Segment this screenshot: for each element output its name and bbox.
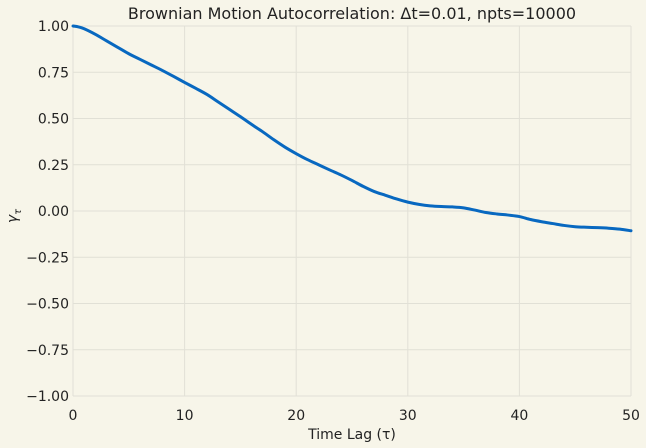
y-axis-ticks: 1.00 0.75 0.50 0.25 0.00 −0.25 −0.50 −0.75 −1.00: [26, 19, 69, 405]
y-tick-label: −0.75: [26, 343, 69, 359]
x-tick-label: 0: [69, 408, 78, 424]
x-tick-label: 50: [622, 408, 640, 424]
series-layer: [71, 24, 633, 233]
x-tick-label: 30: [399, 408, 417, 424]
y-tick-label: 1.00: [38, 19, 69, 35]
y-tick-label: 0.50: [38, 112, 69, 128]
x-tick-label: 40: [510, 408, 528, 424]
x-tick-label: 10: [176, 408, 194, 424]
grid: [72, 25, 632, 397]
y-axis-label-subscript: τ: [13, 208, 24, 215]
chart-title: Brownian Motion Autocorrelation: Δt=0.01…: [128, 4, 576, 23]
x-axis-ticks: 0 10 20 30 40 50: [69, 408, 640, 424]
y-axis-label: γτ: [5, 208, 24, 223]
y-axis-label-main: γ: [5, 214, 21, 223]
x-axis-label: Time Lag (τ): [307, 427, 396, 443]
series-line-autocorrelation: [71, 24, 633, 233]
y-tick-label: −1.00: [26, 389, 69, 405]
y-tick-label: 0.75: [38, 65, 69, 81]
y-tick-label: −0.25: [26, 250, 69, 266]
x-tick-label: 20: [287, 408, 305, 424]
y-tick-label: 0.00: [38, 204, 69, 220]
y-tick-label: 0.25: [38, 158, 69, 174]
y-tick-label: −0.50: [26, 297, 69, 313]
